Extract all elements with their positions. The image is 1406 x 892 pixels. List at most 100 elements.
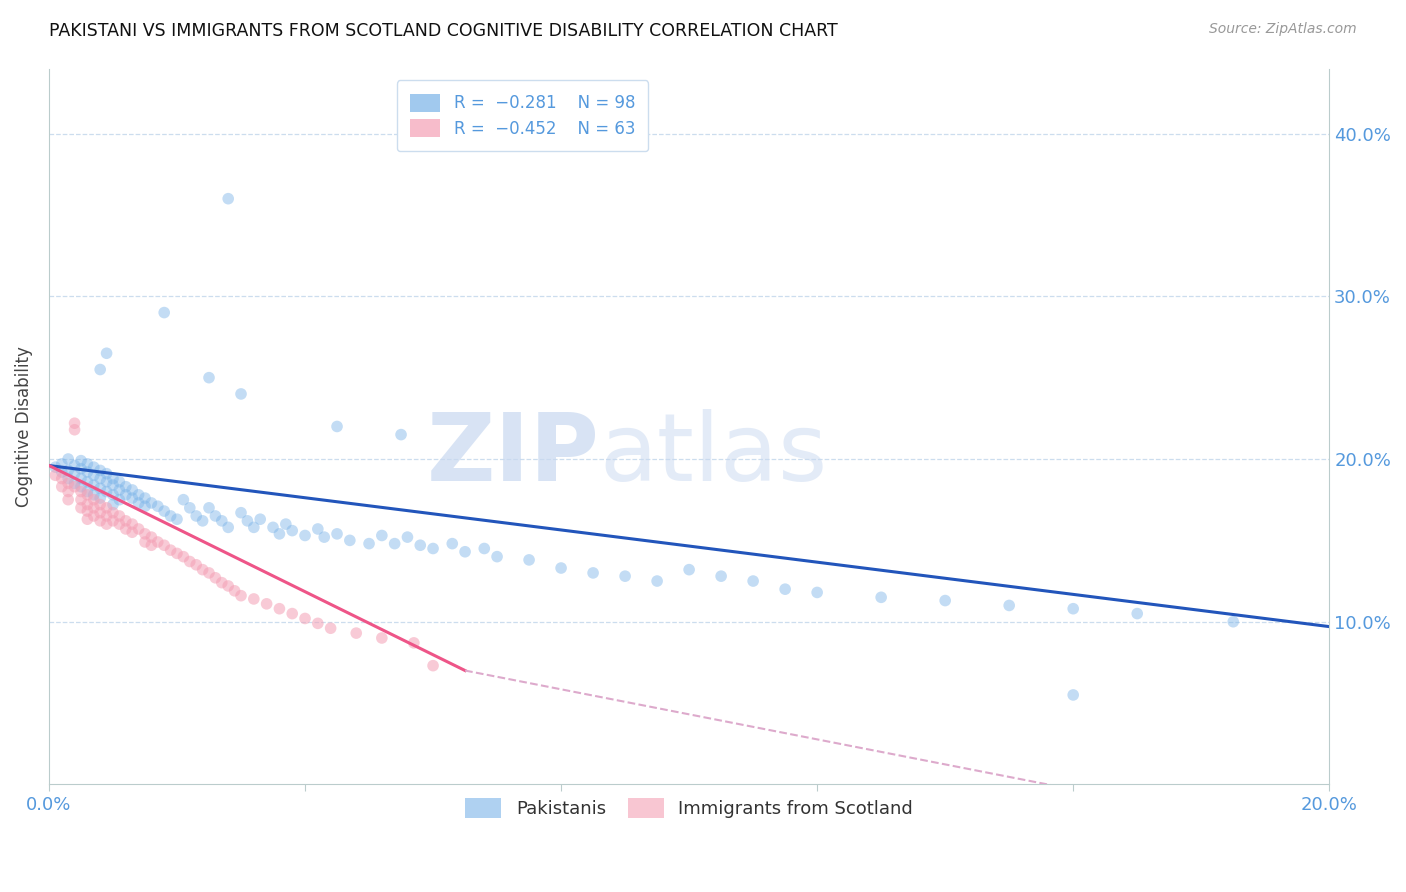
Point — [472, 541, 495, 556]
Point — [76, 457, 98, 471]
Point — [742, 574, 765, 588]
Point — [83, 500, 105, 515]
Legend: Pakistanis, Immigrants from Scotland: Pakistanis, Immigrants from Scotland — [458, 791, 920, 825]
Point — [76, 498, 98, 512]
Point — [121, 491, 143, 505]
Point — [806, 585, 828, 599]
Point — [550, 561, 572, 575]
Point — [134, 491, 156, 505]
Point — [326, 419, 349, 434]
Point — [76, 475, 98, 489]
Text: Source: ZipAtlas.com: Source: ZipAtlas.com — [1209, 22, 1357, 37]
Point — [422, 541, 444, 556]
Point — [134, 535, 156, 549]
Point — [179, 500, 201, 515]
Point — [44, 460, 66, 475]
Point — [89, 514, 111, 528]
Point — [614, 569, 637, 583]
Point — [70, 484, 93, 499]
Text: atlas: atlas — [599, 409, 828, 501]
Text: ZIP: ZIP — [426, 409, 599, 501]
Point — [153, 538, 176, 552]
Point — [710, 569, 733, 583]
Point — [101, 498, 124, 512]
Point — [128, 488, 150, 502]
Point — [204, 508, 226, 523]
Point — [89, 498, 111, 512]
Point — [146, 535, 169, 549]
Point — [96, 475, 118, 489]
Point — [76, 488, 98, 502]
Point — [274, 517, 297, 532]
Point — [294, 528, 316, 542]
Point — [56, 463, 79, 477]
Point — [326, 526, 349, 541]
Point — [281, 524, 304, 538]
Point — [396, 530, 419, 544]
Point — [114, 522, 136, 536]
Point — [70, 500, 93, 515]
Point — [51, 471, 73, 485]
Point — [159, 543, 181, 558]
Point — [56, 476, 79, 491]
Point — [83, 508, 105, 523]
Point — [121, 517, 143, 532]
Point — [83, 488, 105, 502]
Point — [357, 536, 380, 550]
Point — [384, 536, 406, 550]
Point — [89, 471, 111, 485]
Point — [281, 607, 304, 621]
Point — [269, 601, 291, 615]
Point — [121, 525, 143, 540]
Point — [89, 506, 111, 520]
Point — [56, 492, 79, 507]
Point — [70, 462, 93, 476]
Point — [307, 616, 329, 631]
Point — [319, 621, 342, 635]
Point — [402, 636, 425, 650]
Point — [211, 575, 233, 590]
Point — [51, 457, 73, 471]
Text: PAKISTANI VS IMMIGRANTS FROM SCOTLAND COGNITIVE DISABILITY CORRELATION CHART: PAKISTANI VS IMMIGRANTS FROM SCOTLAND CO… — [49, 22, 838, 40]
Point — [224, 583, 246, 598]
Point — [114, 480, 136, 494]
Point — [153, 504, 176, 518]
Point — [70, 492, 93, 507]
Point — [51, 465, 73, 479]
Point — [307, 522, 329, 536]
Point — [217, 579, 239, 593]
Y-axis label: Cognitive Disability: Cognitive Disability — [15, 346, 32, 507]
Point — [108, 492, 131, 507]
Point — [56, 471, 79, 485]
Point — [44, 468, 66, 483]
Point — [229, 589, 252, 603]
Point — [108, 517, 131, 532]
Point — [89, 481, 111, 495]
Point — [89, 463, 111, 477]
Point — [63, 480, 86, 494]
Point — [134, 499, 156, 513]
Point — [678, 563, 700, 577]
Point — [186, 508, 208, 523]
Point — [108, 508, 131, 523]
Point — [76, 504, 98, 518]
Point — [262, 520, 284, 534]
Point — [249, 512, 271, 526]
Point — [870, 591, 893, 605]
Point — [371, 528, 394, 542]
Point — [83, 460, 105, 475]
Point — [76, 465, 98, 479]
Point — [63, 416, 86, 430]
Point — [1062, 601, 1084, 615]
Point — [96, 484, 118, 499]
Point — [101, 514, 124, 528]
Point — [217, 192, 239, 206]
Point — [153, 305, 176, 319]
Point — [128, 522, 150, 536]
Point — [63, 467, 86, 481]
Point — [63, 458, 86, 473]
Point — [198, 566, 221, 580]
Point — [134, 526, 156, 541]
Point — [89, 491, 111, 505]
Point — [773, 582, 796, 597]
